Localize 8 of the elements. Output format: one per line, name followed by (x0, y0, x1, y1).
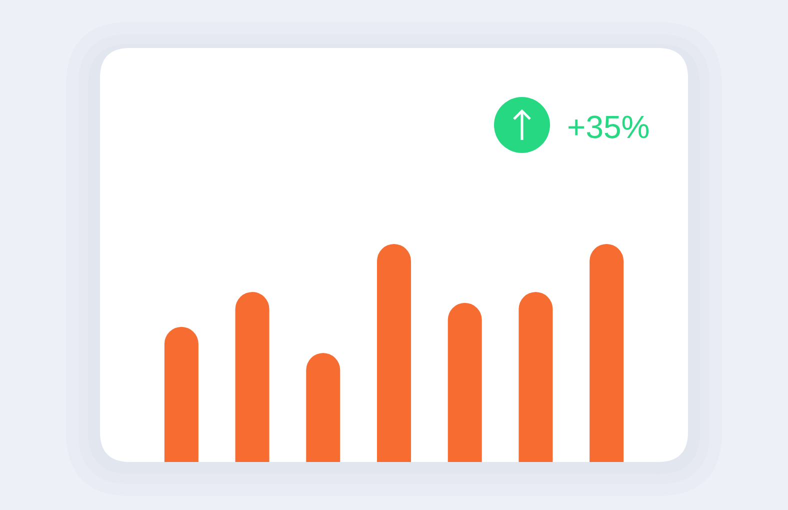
bar (164, 326, 198, 462)
bar (518, 292, 553, 462)
bar (376, 244, 412, 462)
bar (590, 244, 624, 462)
bar (235, 292, 270, 462)
bar (448, 302, 482, 462)
bar (306, 353, 340, 462)
text: +35% (567, 109, 650, 145)
